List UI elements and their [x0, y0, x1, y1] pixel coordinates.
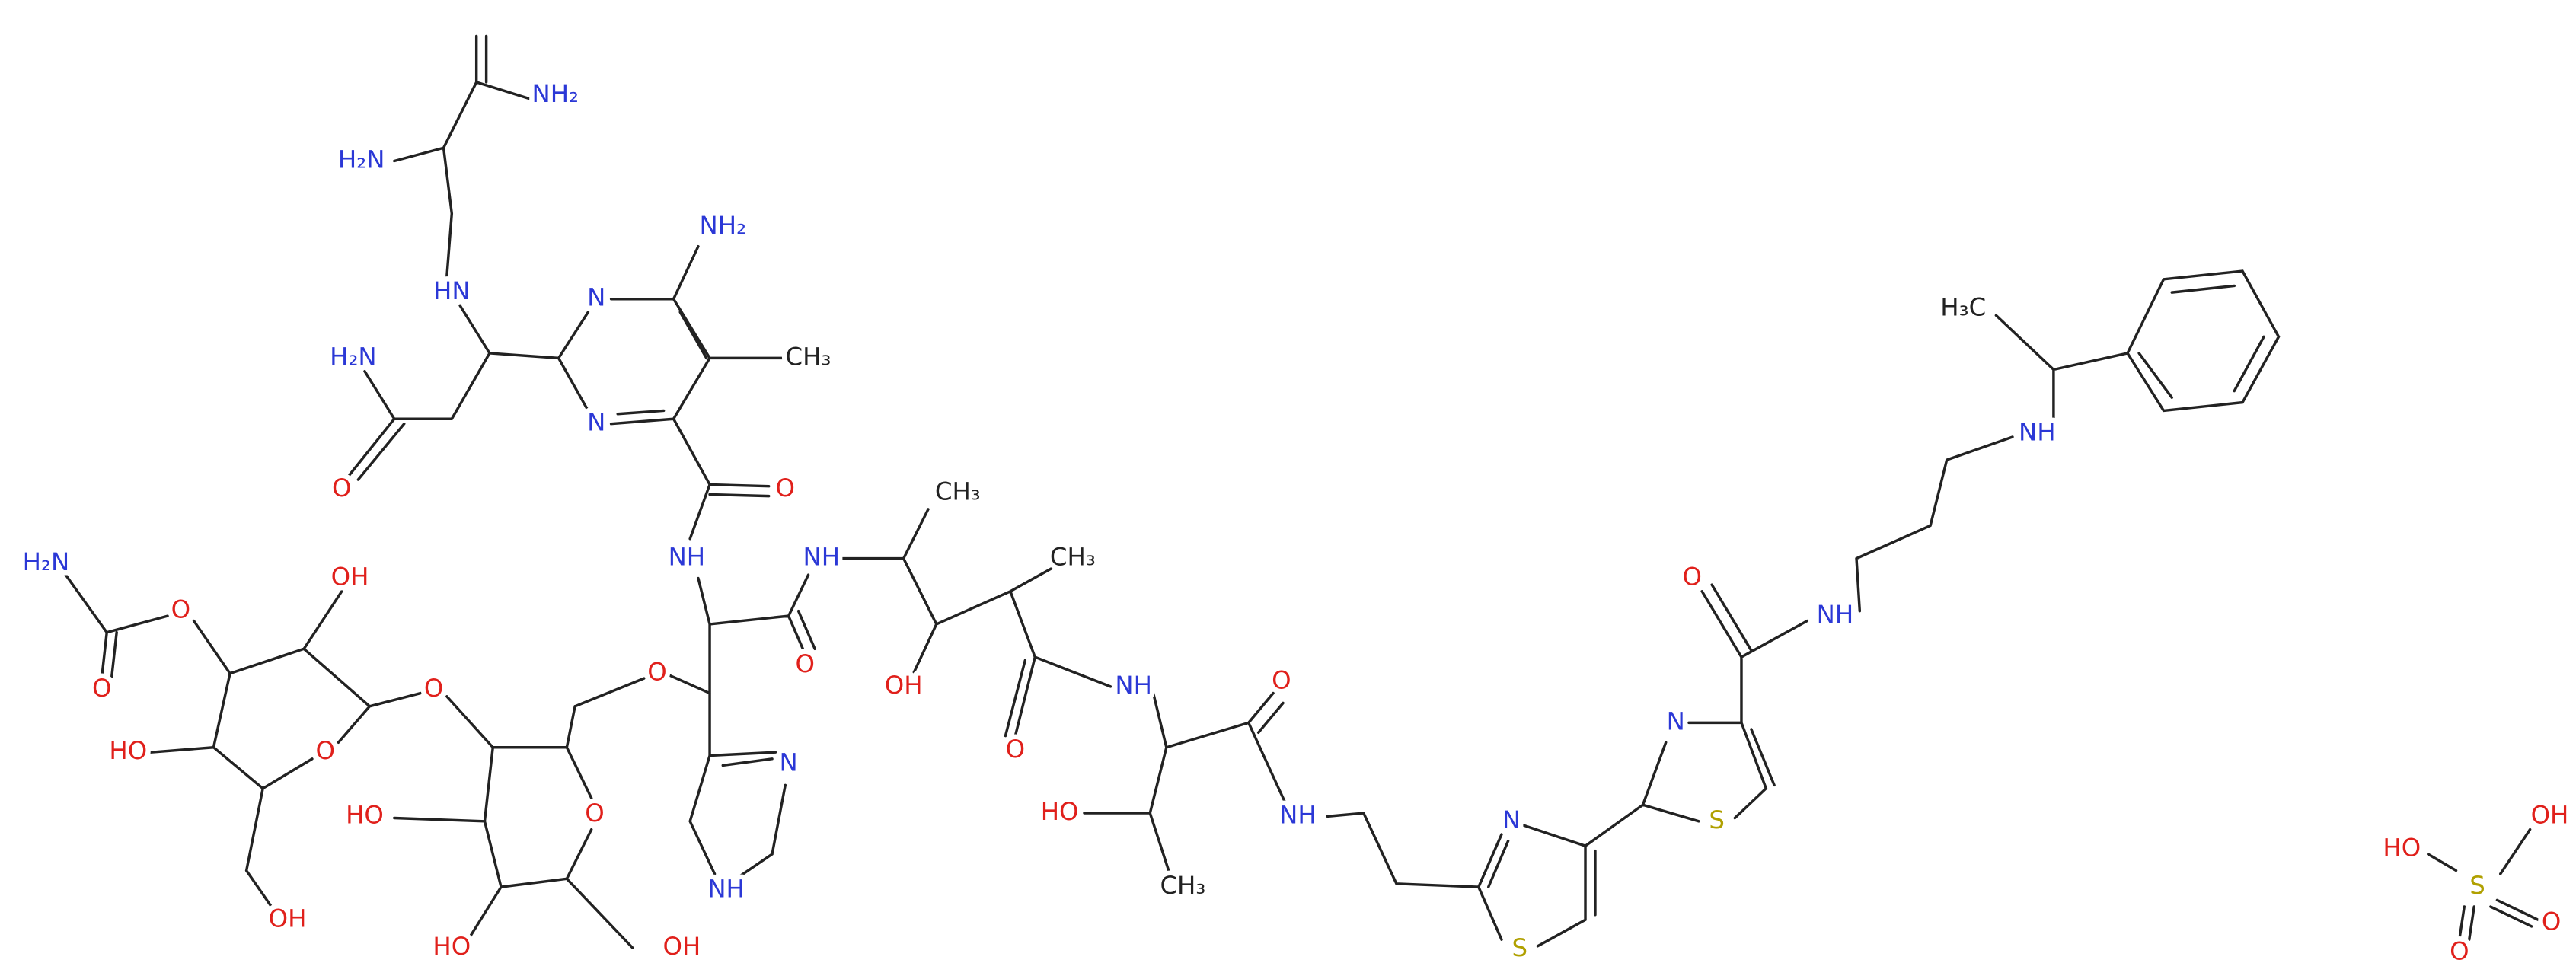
atom-label: H₂N — [23, 547, 70, 576]
atom-label: O — [776, 474, 795, 502]
atom-label: O — [585, 799, 604, 828]
atom-label: N — [1502, 805, 1521, 834]
atom-label: NH — [1279, 800, 1317, 829]
atom-label: O — [315, 736, 334, 765]
bonds — [64, 34, 2540, 949]
atom-label: NH₂ — [531, 79, 579, 108]
atom-label: O — [1272, 665, 1291, 694]
atom-label: CH₃ — [1160, 871, 1205, 900]
atom-label: O — [2450, 936, 2469, 965]
atom-label: O — [1683, 563, 1702, 592]
atom-label: NH — [2019, 418, 2056, 447]
atom-label: HO — [346, 800, 384, 829]
atom-label: NH — [707, 874, 745, 903]
atom-label: NH — [669, 543, 706, 572]
atom-label: O — [332, 474, 351, 502]
atom-label: HN — [433, 276, 471, 305]
atom-label: NH — [803, 543, 840, 572]
atom-label: NH — [1817, 600, 1854, 629]
atom-label: HO — [1041, 797, 1079, 826]
atom-label: H₂N — [330, 342, 377, 371]
atom-label: N — [587, 408, 605, 437]
atom-label: O — [1006, 735, 1025, 764]
atom-label: S — [1709, 805, 1725, 834]
atom-label: N — [1667, 706, 1685, 735]
atom-label: HO — [433, 932, 471, 961]
atom-label: O — [92, 674, 111, 703]
atom-label: CH₃ — [786, 342, 832, 371]
atom-label: CH₃ — [1050, 543, 1096, 572]
atom-label: N — [587, 283, 605, 312]
atom-label: H₃C — [1940, 293, 1986, 322]
atom-labels: NH₂ H₂N HN N NH₂ CH₃ H₂N N O O NH NH CH₃… — [18, 75, 2574, 971]
atom-label: O — [171, 595, 190, 624]
atom-label: CH₃ — [935, 477, 981, 505]
atom-label: S — [1511, 933, 1527, 962]
atom-label: O — [2542, 907, 2561, 936]
atom-label: OH — [331, 563, 369, 592]
atom-label: O — [795, 649, 814, 678]
atom-label: HO — [2383, 833, 2421, 862]
atom-label: S — [2469, 871, 2485, 900]
atom-label: O — [424, 674, 443, 703]
atom-label: NH₂ — [700, 211, 747, 240]
atom-label: N — [780, 748, 798, 777]
atom-label: OH — [662, 932, 701, 961]
atom-label: NH — [1115, 671, 1152, 700]
atom-label: HO — [109, 736, 147, 765]
atom-label: OH — [2531, 800, 2569, 829]
atom-label: O — [647, 658, 666, 687]
atom-label: OH — [269, 904, 307, 933]
atom-label: H₂N — [338, 145, 385, 174]
atom-label: OH — [885, 671, 923, 700]
